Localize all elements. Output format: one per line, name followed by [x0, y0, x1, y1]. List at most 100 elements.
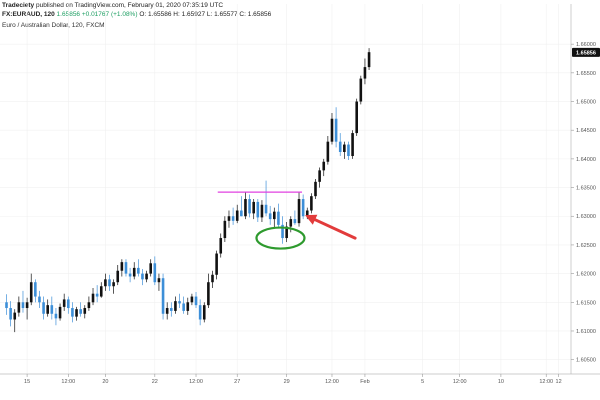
y-tick-label: 1.63500	[576, 186, 596, 192]
candle-body	[256, 201, 260, 218]
candle-body	[334, 118, 338, 142]
candle-body	[112, 282, 115, 287]
candle-body	[301, 199, 305, 217]
candle-body	[190, 296, 194, 303]
x-tick-label: 5	[421, 379, 424, 385]
candle-body	[219, 238, 223, 254]
candle-body	[178, 301, 181, 304]
candle-body	[120, 262, 124, 271]
candle-body	[17, 302, 21, 313]
x-tick-label: 12:00	[61, 379, 75, 385]
candle-body	[25, 302, 29, 309]
candle-body	[347, 144, 350, 157]
candle-body	[338, 141, 342, 152]
candle-body	[223, 220, 227, 239]
y-tick-label: 1.61500	[576, 300, 596, 306]
y-tick-label: 1.63000	[576, 214, 596, 220]
time-axis[interactable]: 15 12:00 20 22 12:00 27 29 12:00 Feb 5 12:00 10 12:0…	[24, 374, 562, 385]
candle-body	[104, 279, 107, 287]
candle-body	[91, 293, 95, 303]
candle-body	[79, 309, 82, 314]
candle-body	[363, 67, 367, 79]
candle-body	[83, 308, 87, 314]
candle-body	[281, 224, 284, 239]
candle-body	[153, 263, 157, 283]
x-tick-label: 12:00	[325, 379, 339, 385]
candle-body	[343, 144, 346, 152]
candle-body	[182, 303, 185, 311]
y-tick-label: 1.60500	[576, 358, 596, 364]
candle-body	[50, 305, 54, 314]
candle-body	[87, 302, 91, 309]
y-tick-label: 1.65000	[576, 100, 596, 106]
candle-body	[359, 78, 363, 102]
candle-body	[207, 282, 210, 306]
candle-body	[62, 299, 66, 307]
candle-body	[248, 199, 251, 214]
chart-title: Euro / Australian Dollar, 120, FXCM	[2, 22, 105, 29]
candle-body	[260, 204, 264, 218]
y-tick-label: 1.64500	[576, 128, 596, 134]
last-price-badge-text: 1.65856	[576, 50, 596, 56]
candle-body	[235, 210, 239, 221]
last-price-badge: 1.65856	[572, 47, 600, 57]
arrow-shaft	[313, 218, 357, 240]
candle-body	[145, 273, 148, 280]
arrow-head	[305, 214, 318, 225]
candle-body	[128, 273, 132, 277]
annotations	[217, 191, 357, 250]
candle-body	[297, 199, 301, 224]
y-tick-label: 1.66000	[576, 42, 596, 48]
x-tick-label: 12	[556, 379, 562, 385]
x-tick-label: 27	[234, 379, 240, 385]
candle-body	[227, 216, 231, 221]
candle-body	[116, 270, 120, 283]
candle-body	[318, 170, 321, 182]
candle-body	[330, 118, 334, 142]
candle-body	[141, 273, 144, 280]
symbol-change: 1.65856 +0.01767 (+1.08%)	[56, 11, 138, 18]
candle-body	[305, 210, 309, 217]
candle-body	[314, 181, 317, 197]
candle-body	[273, 211, 276, 220]
candle-body	[13, 312, 17, 320]
candle-body	[29, 282, 33, 303]
candle-body	[170, 308, 173, 311]
candle-body	[211, 274, 214, 283]
highlight-circle	[255, 226, 306, 250]
candle-body	[202, 305, 206, 320]
x-tick-label: 15	[24, 379, 30, 385]
candle-body	[58, 306, 62, 319]
candle-body	[42, 302, 45, 314]
last-price-badge-bg	[572, 47, 600, 57]
candle-body	[289, 219, 293, 227]
candle-body	[268, 213, 272, 220]
candle-body	[355, 101, 358, 134]
candle-body	[198, 305, 202, 320]
price-axis[interactable]: 1.66000 1.65500 1.65000 1.64500 1.64000 1.635…	[571, 42, 596, 364]
chart-grid	[0, 4, 571, 374]
candle-body	[46, 305, 49, 314]
candle-body	[99, 286, 103, 297]
candle-body	[293, 219, 297, 224]
candle-body	[149, 263, 152, 274]
publisher-text: published on TradingView.com, February 0…	[34, 2, 224, 9]
candle-body	[34, 282, 37, 297]
candle-body	[21, 302, 25, 309]
x-tick-label: 12:00	[189, 379, 203, 385]
candle-body	[157, 278, 161, 283]
candle-body	[132, 267, 136, 277]
symbol-line: FX:EURAUD, 120 1.65856 +0.01767 (+1.08%)…	[2, 11, 271, 18]
candle-body	[174, 301, 177, 311]
candle-body	[108, 279, 111, 287]
candle-body	[231, 216, 235, 221]
publisher-author: Tradeciety	[2, 2, 35, 9]
symbol-name: FX:EURAUD, 120	[2, 11, 55, 18]
candle-body	[71, 308, 74, 317]
symbol-ohlc: O: 1.65586 H: 1.65927 L: 1.65577 C: 1.65…	[137, 11, 272, 18]
candle-body	[285, 226, 288, 239]
candle-body	[351, 133, 354, 157]
candle-body	[75, 309, 78, 317]
x-tick-label: 12:00	[539, 379, 553, 385]
